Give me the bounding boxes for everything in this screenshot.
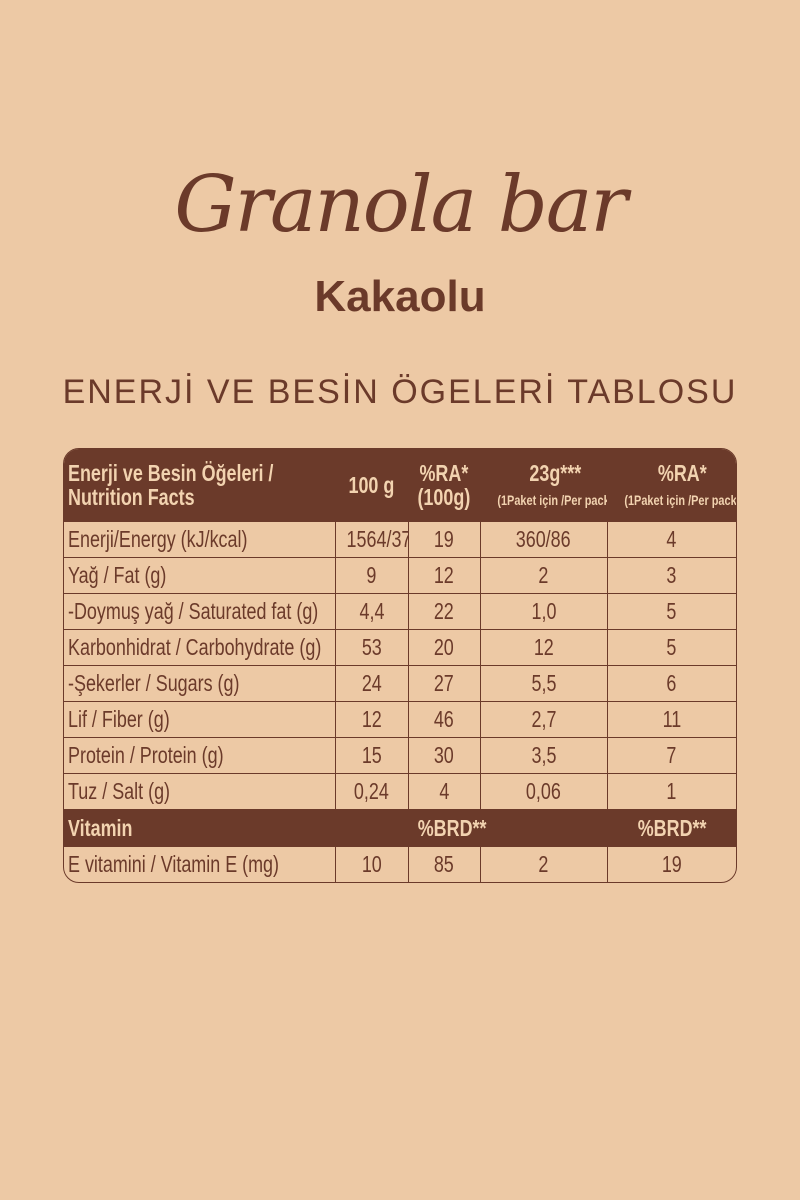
nutrient-value: 27 [407,665,481,702]
table-row: Lif / Fiber (g) 12 46 2,7 11 [64,701,736,738]
nutrient-value: 9 [334,557,409,594]
nutrient-value: 11 [606,701,736,738]
table-row: Enerji/Energy (kJ/kcal)1564/37219360/864 [64,521,736,558]
nutrient-value: 5 [606,629,736,666]
nutrient-value: 15 [334,737,409,774]
nutrient-value: 1 [606,773,736,810]
vitamin-header-row: Vitamin %BRD** %BRD** [64,809,736,847]
product-title: Granola bar [174,160,627,250]
table-row: E vitamini / Vitamin E (mg) 10 85 2 19 [64,846,736,882]
nutrient-value: 1,0 [479,593,608,630]
nutrient-label: Tuz / Salt (g) [64,773,336,810]
nutrient-value: 19 [606,846,736,882]
header-100g: 100 g [334,449,409,522]
empty-cell [479,809,608,847]
table-row: Yağ / Fat (g) 9 12 2 3 [64,557,736,594]
header-per-pack: 23g*** (1Paket için /Per pack) [479,449,608,522]
vitamin-brd-100g: %BRD** [408,809,486,847]
nutrient-value: 4 [606,521,736,558]
header-ra-100g: %RA* (100g) [407,449,481,522]
vitamin-brd-per-pack: %BRD** [606,809,736,847]
nutrient-value: 0,24 [334,773,409,810]
nutrient-label: Enerji/Energy (kJ/kcal) [64,521,336,558]
vitamin-label: Vitamin [64,809,336,847]
nutrient-value: 4 [407,773,481,810]
nutrient-value: 1564/372 [334,521,409,558]
nutrient-value: 3,5 [479,737,608,774]
table-heading: ENERJİ VE BESİN ÖGELERİ TABLOSU [62,373,738,411]
nutrient-value: 2,7 [479,701,608,738]
nutrient-value: 6 [606,665,736,702]
nutrient-label: Karbonhidrat / Carbohydrate (g) [64,629,336,666]
nutrient-value: 10 [334,846,409,882]
nutrient-value: 19 [407,521,481,558]
table-row: -Doymuş yağ / Saturated fat (g) 4,4 22 1,0 5 [64,593,736,630]
nutrient-label: -Doymuş yağ / Saturated fat (g) [64,593,336,630]
nutrient-label: Lif / Fiber (g) [64,701,336,738]
nutrient-value: 360/86 [479,521,608,558]
nutrient-value: 24 [334,665,409,702]
nutrient-value: 3 [606,557,736,594]
nutrient-value: 4,4 [334,593,409,630]
table-row: Protein / Protein (g) 15 30 3,5 7 [64,737,736,774]
nutrient-value: 53 [334,629,409,666]
nutrient-label: E vitamini / Vitamin E (mg) [64,846,336,882]
table-row: Tuz / Salt (g) 0,24 4 0,06 1 [64,773,736,810]
nutrient-value: 5 [606,593,736,630]
product-subtitle: Kakaolu [314,272,486,321]
nutrient-value: 12 [479,629,608,666]
nutrient-label: -Şekerler / Sugars (g) [64,665,336,702]
nutrient-value: 2 [479,557,608,594]
table-header-row: Enerji ve Besin Öğeleri / Nutrition Facts… [64,449,736,522]
nutrient-value: 30 [407,737,481,774]
nutrient-value: 0,06 [479,773,608,810]
nutrient-value: 12 [407,557,481,594]
nutrient-value: 46 [407,701,481,738]
nutrient-value: 85 [407,846,481,882]
nutrient-value: 2 [479,846,608,882]
nutrient-value: 7 [606,737,736,774]
nutrient-value: 20 [407,629,481,666]
header-label: Enerji ve Besin Öğeleri / Nutrition Facts [64,449,336,522]
header-ra-per-pack: %RA* (1Paket için /Per pack) [606,449,736,522]
nutrient-value: 22 [407,593,481,630]
nutrition-table: Enerji ve Besin Öğeleri / Nutrition Facts… [63,448,737,883]
empty-cell [334,809,408,847]
nutrient-label: Protein / Protein (g) [64,737,336,774]
nutrient-value: 12 [334,701,409,738]
table-row: -Şekerler / Sugars (g) 24 27 5,5 6 [64,665,736,702]
nutrient-value: 5,5 [479,665,608,702]
nutrient-label: Yağ / Fat (g) [64,557,336,594]
table-row: Karbonhidrat / Carbohydrate (g) 53 20 12 5 [64,629,736,666]
